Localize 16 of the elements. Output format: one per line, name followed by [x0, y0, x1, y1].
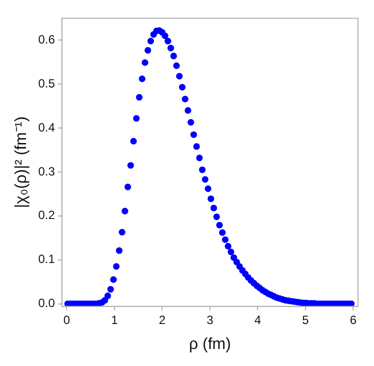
- y-tick-label: 0.3: [38, 164, 56, 178]
- y-tick-label: 0.6: [38, 32, 56, 46]
- x-tick-label: 1: [111, 312, 118, 327]
- x-tick-label: 2: [158, 312, 166, 327]
- y-axis-title: |χ₀(ρ)|² (fm⁻¹): [13, 116, 30, 208]
- y-tick-label: 0.2: [38, 208, 56, 222]
- x-tick-label: 5: [302, 312, 310, 327]
- y-tick-label: 0.1: [38, 252, 56, 266]
- y-tick-label: 0.5: [38, 76, 56, 90]
- x-axis-title: ρ (fm): [188, 336, 231, 353]
- x-tick-label: 6: [350, 312, 357, 327]
- y-tick-label: 0.4: [38, 120, 56, 134]
- y-tick-label: 0.0: [38, 296, 56, 310]
- x-tick-label: 3: [206, 312, 214, 327]
- x-tick-label: 0: [63, 312, 70, 327]
- x-tick-label: 4: [254, 312, 262, 327]
